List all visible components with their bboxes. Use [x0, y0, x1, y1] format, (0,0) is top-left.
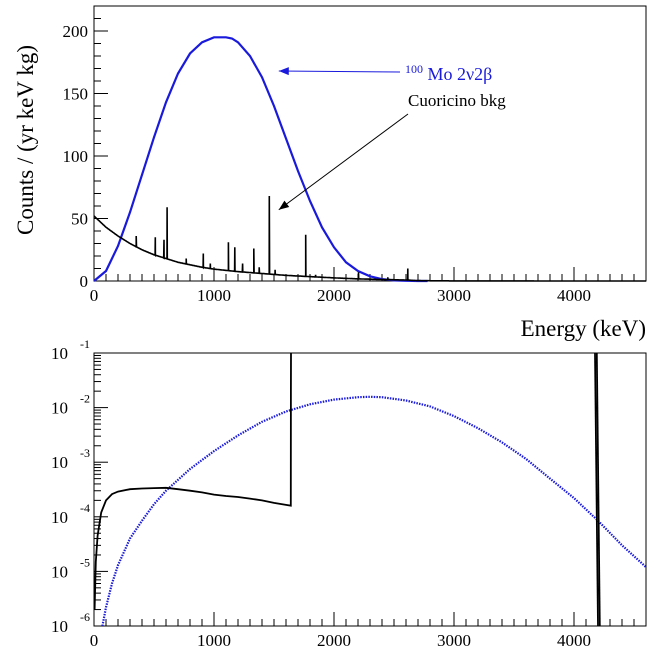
bottom-x-tick-label: 0: [90, 631, 99, 650]
top-x-tick-label: 4000: [557, 286, 591, 305]
series-mo-2v2b-line: [93, 36, 428, 283]
log-spectrum-panel: 10 -6 10 -5 10 -4 10 -3 10 -2 10 -1 0 1000 2000 3000 40…: [51, 337, 647, 650]
bottom-y-tick-label: 10: [51, 617, 68, 636]
top-y-tick-label: 50: [71, 210, 88, 229]
bottom-y-tick-exponent: -2: [80, 392, 90, 406]
top-y-tick-label: 150: [63, 85, 89, 104]
bottom-y-tick-label: 10: [51, 562, 68, 581]
top-x-tick-label: 3000: [437, 286, 471, 305]
arrow-bkg-annotation: [278, 113, 409, 211]
x-axis-label: Energy (keV): [521, 316, 646, 341]
series-label-main: Mo 2ν2β: [428, 64, 493, 84]
top-series: [93, 36, 646, 283]
bottom-y-tick-label: 10: [51, 399, 68, 418]
top-y-tick-label: 0: [80, 272, 89, 291]
bottom-series-black-line-1: [94, 353, 292, 610]
top-ticks: [93, 18, 635, 282]
top-x-tick-labels: 0 1000 2000 3000 4000: [90, 286, 591, 305]
series-label-cuoricino-bkg: Cuoricino bkg: [408, 91, 506, 110]
y-axis-label: Counts / (yr keV kg): [13, 45, 38, 235]
arrowhead-mo-annotation: [278, 67, 289, 76]
bottom-series-black-line-2: [594, 353, 599, 626]
top-y-tick-labels: 0 50 100 150 200: [63, 22, 89, 291]
bottom-series-blue-line: [101, 395, 646, 626]
arrow-mo-annotation: [278, 70, 401, 73]
annotation-mo-2v2b: 100 Mo 2ν2β: [278, 57, 492, 84]
bottom-y-tick-labels: 10 -6 10 -5 10 -4 10 -3 10 -2 10 -1: [51, 337, 90, 636]
series-label-mo-2v2b: 100 Mo 2ν2β: [405, 57, 492, 84]
top-x-tick-label: 1000: [197, 286, 231, 305]
annotation-cuoricino-bkg: Cuoricino bkg: [278, 91, 506, 211]
top-y-tick-label: 100: [63, 147, 89, 166]
bottom-y-tick-exponent: -5: [80, 555, 90, 569]
bottom-y-tick-label: 10: [51, 508, 68, 527]
arrowhead-bkg-annotation: [278, 200, 290, 210]
series-cuoricino-bkg-line: [93, 195, 646, 282]
bottom-x-tick-label: 1000: [197, 631, 231, 650]
bottom-y-tick-label: 10: [51, 344, 68, 363]
bottom-x-tick-labels: 0 1000 2000 3000 4000: [90, 631, 591, 650]
bottom-y-tick-exponent: -3: [80, 446, 90, 460]
top-x-tick-label: 2000: [317, 286, 351, 305]
energy-spectrum-panel: 0 50 100 150 200 0 1000 2000 3000 4000 Counts / …: [13, 5, 647, 341]
series-label-mass-number: 100: [405, 62, 423, 76]
top-x-tick-label: 0: [90, 286, 99, 305]
bottom-series: [94, 353, 646, 626]
top-plot-frame: [93, 5, 647, 282]
bottom-x-tick-label: 2000: [317, 631, 351, 650]
bottom-y-tick-exponent: -6: [80, 610, 90, 624]
top-y-tick-label: 200: [63, 22, 89, 41]
bottom-x-tick-label: 4000: [557, 631, 591, 650]
bottom-x-tick-label: 3000: [437, 631, 471, 650]
bottom-y-tick-exponent: -4: [80, 501, 90, 515]
bottom-y-tick-exponent: -1: [80, 337, 90, 351]
bottom-series-black-line-3: [595, 353, 601, 626]
bottom-y-tick-label: 10: [51, 453, 68, 472]
